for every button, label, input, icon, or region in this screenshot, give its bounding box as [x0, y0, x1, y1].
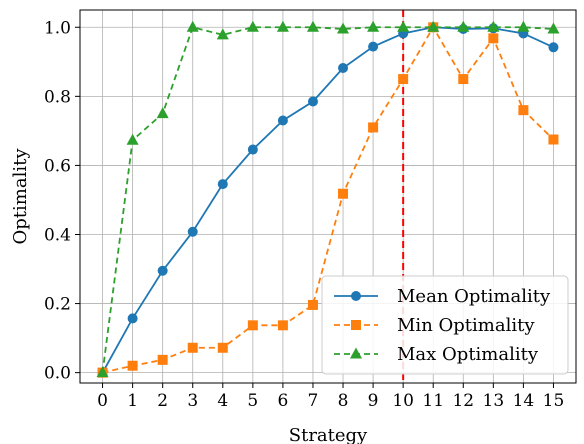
- x-tick-label: 12: [452, 391, 474, 411]
- data-point-max-optimality: [487, 20, 500, 32]
- x-tick-label: 6: [277, 391, 288, 411]
- data-point-min-optimality: [307, 299, 318, 310]
- data-point-min-optimality: [127, 360, 138, 371]
- series-line-min-optimality: [102, 25, 555, 374]
- x-tick-label: 14: [513, 391, 535, 411]
- data-point-max-optimality: [367, 20, 380, 32]
- data-point-mean-optimality: [307, 96, 318, 107]
- data-point-min-optimality: [247, 320, 258, 331]
- data-point-max-optimality: [337, 22, 350, 34]
- data-point-mean-optimality: [217, 179, 228, 190]
- data-point-mean-optimality: [187, 226, 198, 237]
- legend: Mean Optimality Min Optimality Max Optimal…: [321, 275, 569, 375]
- x-tick-label: 11: [422, 391, 444, 411]
- series-line-max-optimality: [101, 26, 554, 373]
- data-point-min-optimality: [518, 105, 529, 116]
- x-tick-label: 13: [483, 391, 505, 411]
- legend-marker-min-optimality: [351, 320, 361, 330]
- data-point-min-optimality: [368, 122, 379, 133]
- y-tick-label: 0.8: [44, 87, 71, 107]
- data-point-max-optimality: [547, 22, 560, 34]
- data-point-min-optimality: [277, 320, 288, 331]
- data-point-mean-optimality: [157, 265, 168, 276]
- data-point-min-optimality: [157, 354, 168, 365]
- data-point-max-optimality: [126, 133, 139, 145]
- plot-frame: [79, 9, 577, 384]
- y-axis-label: Optimality: [10, 148, 31, 245]
- data-point-min-optimality: [458, 74, 469, 85]
- data-point-mean-optimality: [368, 41, 379, 52]
- x-axis-label: Strategy: [289, 425, 368, 444]
- data-point-max-optimality: [397, 20, 410, 32]
- data-point-max-optimality: [306, 20, 319, 32]
- data-point-max-optimality: [276, 20, 289, 32]
- data-point-max-optimality: [517, 20, 530, 32]
- series-max-optimality: [96, 20, 560, 378]
- y-tick-label: 0.6: [44, 156, 71, 176]
- data-point-max-optimality: [246, 20, 259, 32]
- legend-label-min-optimality: Min Optimality: [397, 315, 535, 336]
- x-tick-label: 4: [217, 391, 228, 411]
- data-point-min-optimality: [548, 134, 559, 145]
- legend-label-mean-optimality: Mean Optimality: [397, 286, 551, 307]
- x-tick-label: 2: [157, 391, 168, 411]
- x-tick-label: 1: [127, 391, 138, 411]
- x-tick-label: 15: [543, 391, 565, 411]
- data-point-max-optimality: [96, 366, 109, 378]
- data-point-max-optimality: [186, 20, 199, 32]
- data-point-min-optimality: [488, 33, 499, 44]
- series-layer: [96, 20, 560, 378]
- series-line-mean-optimality: [101, 26, 554, 374]
- data-point-mean-optimality: [247, 144, 258, 155]
- data-point-mean-optimality: [277, 115, 288, 126]
- data-point-mean-optimality: [338, 63, 349, 74]
- data-point-max-optimality: [156, 107, 169, 119]
- y-tick-label: 0.4: [44, 225, 71, 245]
- x-tick-label: 9: [368, 391, 379, 411]
- legend-marker-max-optimality: [350, 347, 362, 359]
- x-tick-label: 0: [97, 391, 108, 411]
- data-point-max-optimality: [427, 20, 440, 32]
- x-tick-label: 10: [392, 391, 414, 411]
- data-point-mean-optimality: [127, 313, 138, 324]
- x-tick-label: 7: [308, 391, 319, 411]
- x-tick-label: 5: [247, 391, 258, 411]
- legend-box: [321, 275, 569, 375]
- x-tick-label: 3: [187, 391, 198, 411]
- data-point-max-optimality: [457, 20, 470, 32]
- axis-ticks: 0 1 2 3 4 5 6 7 8 9 10 11 12 13 14 150.00.20.40.60.81.0: [44, 18, 564, 411]
- data-point-min-optimality: [187, 342, 198, 353]
- data-point-min-optimality: [398, 74, 409, 85]
- legend-marker-mean-optimality: [351, 291, 361, 301]
- legend-label-max-optimality: Max Optimality: [397, 344, 539, 365]
- data-point-mean-optimality: [548, 42, 559, 53]
- y-tick-label: 0.0: [44, 364, 71, 384]
- data-point-min-optimality: [338, 188, 349, 199]
- y-tick-label: 0.2: [44, 295, 71, 315]
- y-tick-label: 1.0: [44, 18, 71, 38]
- x-tick-label: 8: [338, 391, 349, 411]
- data-point-min-optimality: [217, 342, 228, 353]
- data-point-max-optimality: [216, 28, 229, 40]
